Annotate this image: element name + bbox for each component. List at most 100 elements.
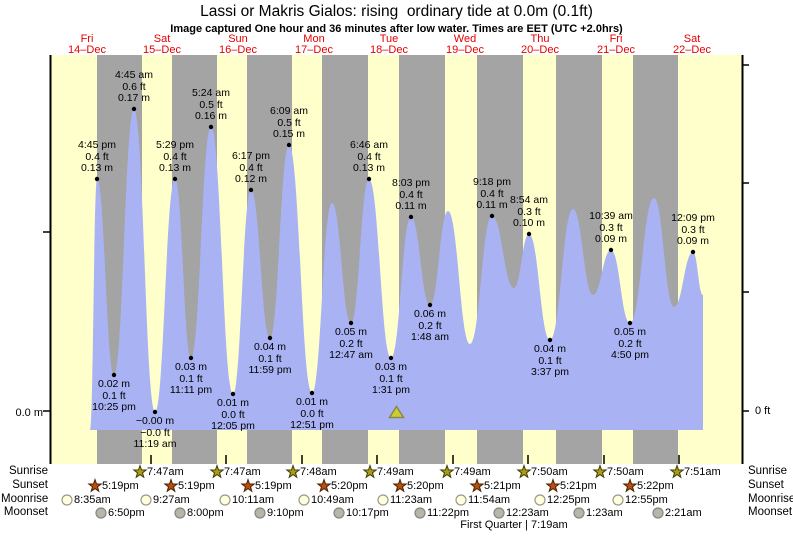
row-caption-moonset: Moonset	[748, 506, 793, 518]
low-tide-dot	[309, 390, 315, 396]
moonset-time: 10:17pm	[346, 506, 389, 519]
moonrise-time: 11:54am	[468, 493, 510, 506]
tide-label-line: 10:39 am	[589, 210, 633, 222]
sunrise-time: 7:50am	[531, 465, 568, 478]
moonrise-time: 9:27am	[153, 493, 190, 506]
day-date: 19–Dec	[446, 43, 484, 56]
moonset-time: 1:23am	[586, 506, 623, 519]
row-caption-sunrise: Sunrise	[748, 465, 787, 477]
sunrise-star-icon	[209, 463, 225, 479]
low-tide-dot	[111, 372, 117, 378]
tide-label-line: 0.01 m	[216, 397, 250, 409]
moonrise-time: 11:23am	[390, 493, 432, 506]
day-name: Mon	[303, 33, 325, 45]
moonset-circle-icon	[95, 507, 107, 519]
low-tide-label: 0.02 m 0.1 ft 10:25 pm	[92, 378, 136, 414]
tide-label-line: 0.4 ft	[163, 150, 187, 163]
day-label: Wed 19–Dec	[446, 34, 484, 55]
sunset-star-icon	[240, 477, 256, 493]
sunset-time: 5:20pm	[331, 479, 368, 492]
low-tide-dot	[188, 355, 194, 361]
tide-label-line: −0.0 ft	[140, 426, 170, 439]
row-caption-moonrise: Moonrise	[1, 493, 49, 505]
moonrise-time: 10:49am	[311, 493, 354, 506]
sunrise-time: 7:47am	[224, 465, 261, 478]
high-tide-dot	[526, 231, 532, 237]
tide-label-line: 0.03 m	[374, 361, 408, 373]
day-date: 21–Dec	[597, 43, 635, 56]
sunrise-star-icon	[592, 463, 608, 479]
tide-label-line: −0.00 m	[135, 415, 175, 427]
sunset-time: 5:19pm	[255, 479, 292, 492]
current-time-marker	[388, 405, 405, 419]
tide-label-line: 12:51 pm	[290, 419, 334, 431]
low-tide-label: 0.06 m 0.2 ft 1:48 am	[411, 308, 449, 344]
tide-label-line: 0.5 ft	[199, 98, 223, 111]
moonrise-time: 12:25pm	[547, 493, 590, 506]
high-tide-label: 10:39 am 0.3 ft 0.09 m	[589, 210, 633, 246]
tide-label-line: 4:45 pm	[78, 139, 116, 151]
low-tide-label: 0.03 m 0.1 ft 1:31 pm	[372, 361, 410, 397]
high-tide-dot	[366, 176, 372, 182]
low-tide-label: 0.03 m 0.1 ft 11:11 pm	[170, 361, 212, 397]
high-tide-dot	[608, 247, 614, 253]
sunset-star-icon	[316, 477, 332, 493]
row-caption-sunrise: Sunrise	[9, 465, 48, 477]
high-tide-dot	[94, 176, 100, 182]
sunrise-star-icon	[516, 463, 532, 479]
tide-label-line: 0.09 m	[676, 235, 710, 247]
moonset-time: 9:10pm	[267, 506, 304, 519]
moonrise-circle-icon	[298, 494, 310, 506]
tide-label-line: 0.16 m	[194, 110, 228, 122]
moon-phase-label: First Quarter | 7:19am	[460, 519, 568, 531]
low-tide-dot	[348, 320, 354, 326]
low-tide-label: 0.01 m 0.0 ft 12:05 pm	[211, 397, 255, 433]
row-caption-moonrise: Moonrise	[748, 493, 793, 505]
page-subtitle: Image captured One hour and 36 minutes a…	[170, 23, 623, 35]
moonset-circle-icon	[573, 507, 585, 519]
low-tide-dot	[627, 320, 633, 326]
tide-label-line: 0.6 ft	[122, 80, 146, 93]
moonset-time: 12:23am	[506, 506, 549, 519]
day-label: Sat 15–Dec	[143, 34, 181, 55]
moonrise-circle-icon	[219, 494, 231, 506]
moonrise-time: 8:35am	[74, 493, 111, 506]
sunrise-star-icon	[132, 463, 148, 479]
tide-label-line: 6:17 pm	[232, 150, 270, 162]
moonset-circle-icon	[174, 507, 186, 519]
row-caption-moonset: Moonset	[3, 506, 48, 518]
tide-label-line: 0.12 m	[234, 173, 268, 185]
tide-area	[90, 109, 703, 430]
tide-label-line: 0.4 ft	[357, 150, 381, 163]
high-tide-label: 12:09 pm 0.3 ft 0.09 m	[671, 212, 715, 248]
row-caption-sunset: Sunset	[12, 479, 48, 491]
low-tide-dot	[267, 335, 273, 341]
high-tide-dot	[690, 249, 696, 255]
tide-label-line: 0.4 ft	[399, 188, 423, 201]
moonrise-circle-icon	[534, 494, 546, 506]
y-axis-label-feet: 0 ft	[755, 405, 771, 417]
low-tide-label: 0.04 m 0.1 ft 3:37 pm	[531, 343, 569, 379]
tide-label-line: 0.11 m	[476, 199, 508, 211]
high-tide-dot	[208, 124, 214, 130]
page-title: Lassi or Makris Gialos: rising ordinary …	[200, 3, 593, 20]
sunset-star-icon	[87, 477, 103, 493]
day-date: 17–Dec	[295, 43, 333, 56]
tide-label-line: 4:45 am	[115, 69, 153, 81]
tide-label-line: 0.05 m	[613, 326, 647, 338]
low-tide-dot	[230, 391, 236, 397]
moonrise-time: 10:11am	[232, 493, 274, 506]
low-tide-label: −0.00 m −0.0 ft 11:19 am	[134, 415, 177, 451]
day-label: Sat 22–Dec	[673, 34, 711, 55]
day-label: Sun 16–Dec	[219, 34, 257, 55]
moonrise-circle-icon	[455, 494, 467, 506]
tide-label-line: 4:50 pm	[611, 349, 649, 361]
high-tide-dot	[286, 142, 292, 148]
sunrise-time: 7:47am	[147, 465, 184, 478]
moonset-circle-icon	[333, 507, 345, 519]
tide-label-line: 0.2 ft	[618, 337, 642, 350]
sunrise-time: 7:50am	[607, 465, 644, 478]
moonset-time: 6:50pm	[108, 506, 145, 519]
sunset-star-icon	[545, 477, 561, 493]
